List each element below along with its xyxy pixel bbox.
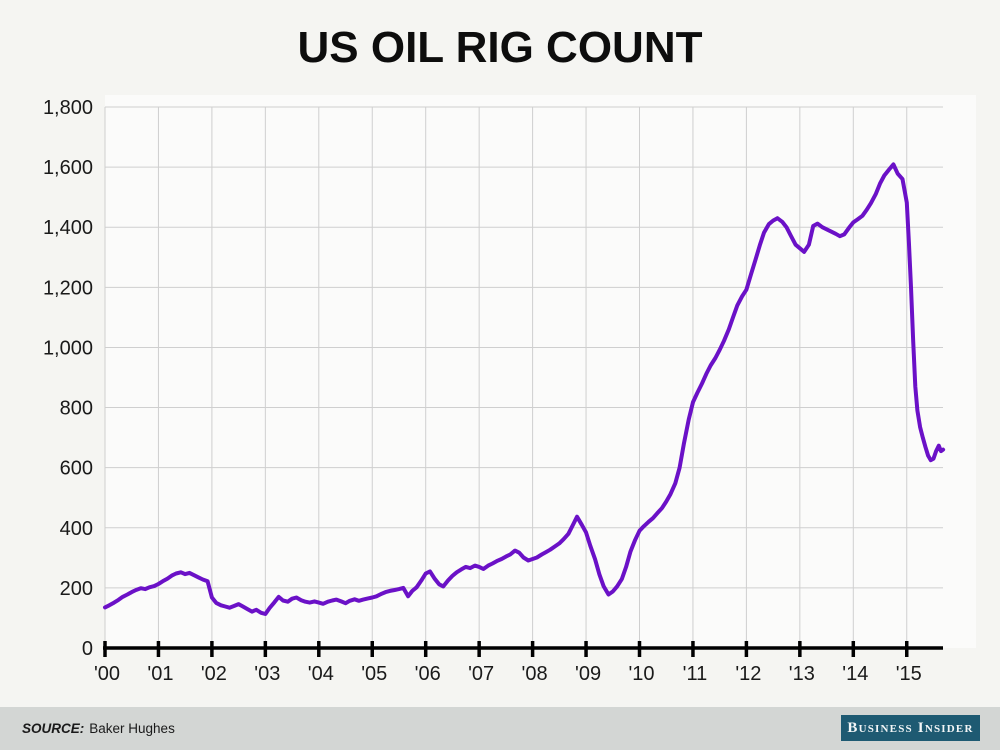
plot-area (105, 95, 976, 648)
x-tick-label: '12 (735, 663, 761, 685)
x-tick-label: '07 (468, 663, 494, 685)
y-tick-label: 1,800 (43, 97, 93, 119)
y-tick-label: 1,200 (43, 277, 93, 299)
footer-bar: SOURCE: Baker Hughes Business Insider (0, 707, 1000, 750)
y-tick-label: 800 (60, 398, 93, 420)
x-tick-label: '14 (842, 663, 868, 685)
x-tick-label: '06 (415, 663, 441, 685)
y-tick-label: 0 (82, 638, 93, 660)
x-tick-label: '10 (628, 663, 654, 685)
chart-title: US OIL RIG COUNT (297, 23, 703, 72)
y-tick-label: 1,000 (43, 337, 93, 359)
x-tick-label: '01 (147, 663, 173, 685)
x-tick-label: '13 (789, 663, 815, 685)
x-tick-label: '08 (522, 663, 548, 685)
x-tick-label: '15 (896, 663, 922, 685)
chart-canvas: 0 200 400 600 800 1,000 1,200 1,400 1,600 1,800 '0… (42, 95, 976, 685)
y-tick-label: 400 (60, 518, 93, 540)
business-insider-logo: Business Insider (841, 715, 980, 741)
x-tick-label: '05 (361, 663, 387, 685)
source-note: SOURCE: Baker Hughes (22, 707, 175, 750)
y-tick-label: 200 (60, 578, 93, 600)
x-tick-label: '00 (94, 663, 120, 685)
y-tick-label: 1,400 (43, 217, 93, 239)
y-tick-label: 1,600 (43, 157, 93, 179)
x-tick-label: '03 (254, 663, 280, 685)
source-value: Baker Hughes (89, 721, 175, 736)
rig-count-line (103, 162, 946, 616)
x-tick-label: '11 (683, 663, 708, 685)
y-tick-label: 600 (60, 458, 93, 480)
source-label: SOURCE: (22, 721, 85, 736)
x-tick-label: '09 (575, 663, 601, 685)
x-tick-label: '04 (308, 663, 334, 685)
x-tick-label: '02 (201, 663, 227, 685)
